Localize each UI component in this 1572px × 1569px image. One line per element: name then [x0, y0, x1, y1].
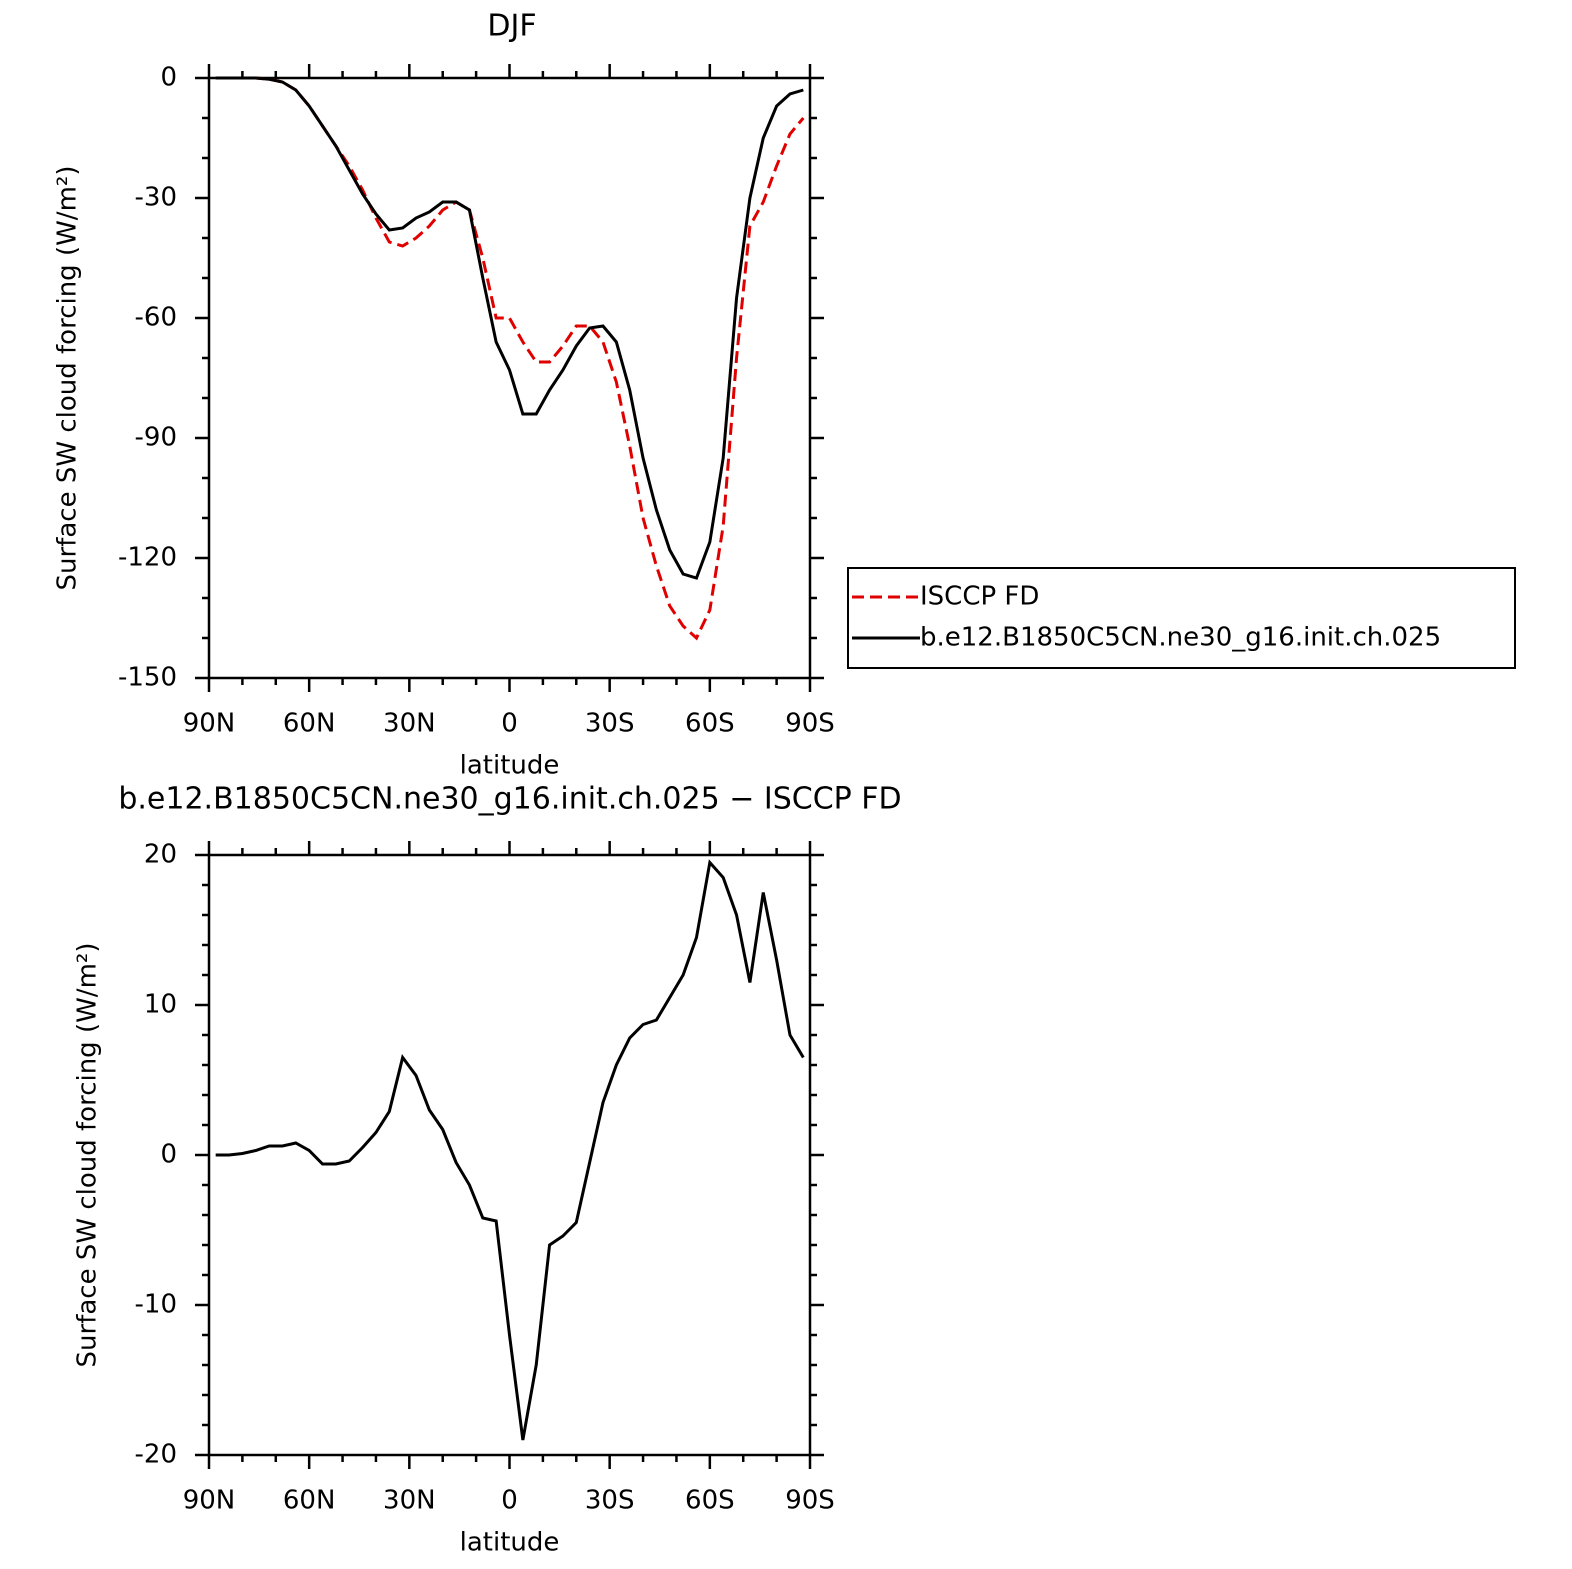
y-tick-label: -30 [135, 183, 177, 213]
data-line [215, 859, 805, 1441]
y-tick-label: 0 [160, 63, 177, 93]
x-tick-label: 0 [501, 1486, 518, 1516]
y-tick-label: 10 [144, 990, 177, 1020]
y-tick-label: -20 [135, 1440, 177, 1470]
x-tick-label: 90S [785, 1486, 835, 1516]
x-tick-label: 30N [383, 1486, 436, 1516]
y-tick-label: -10 [135, 1290, 177, 1320]
data-line [215, 76, 805, 641]
x-tick-label: 90N [183, 1486, 236, 1516]
y-tick-label: -60 [135, 303, 177, 333]
y-tick-label: 20 [144, 840, 177, 870]
chart-title: DJF [487, 9, 536, 44]
x-tick-label: 30S [585, 709, 635, 739]
x-tick-label: 60S [685, 709, 735, 739]
plot-frame [207, 76, 812, 680]
chart-title: b.e12.B1850C5CN.ne30_g16.init.ch.025 − I… [118, 782, 901, 817]
y-tick-label: -90 [135, 423, 177, 453]
y-axis-label: Surface SW cloud forcing (W/m²) [53, 166, 83, 591]
x-axis-label: latitude [460, 751, 560, 781]
x-tick-label: 60N [283, 709, 336, 739]
x-tick-label: 90S [785, 709, 835, 739]
x-axis-label: latitude [460, 1528, 560, 1558]
y-tick-label: -120 [118, 543, 177, 573]
y-tick-label: 0 [160, 1140, 177, 1170]
x-tick-label: 60S [685, 1486, 735, 1516]
x-tick-label: 30N [383, 709, 436, 739]
legend-box [847, 567, 1516, 669]
legend-label: ISCCP FD [920, 582, 1039, 612]
y-axis-label: Surface SW cloud forcing (W/m²) [73, 943, 103, 1368]
y-tick-label: -150 [118, 663, 177, 693]
x-tick-label: 90N [183, 709, 236, 739]
legend-label: b.e12.B1850C5CN.ne30_g16.init.ch.025 [920, 623, 1441, 653]
plot-frame [207, 853, 812, 1457]
x-tick-label: 30S [585, 1486, 635, 1516]
x-tick-label: 0 [501, 709, 518, 739]
x-tick-label: 60N [283, 1486, 336, 1516]
data-line [215, 76, 804, 580]
